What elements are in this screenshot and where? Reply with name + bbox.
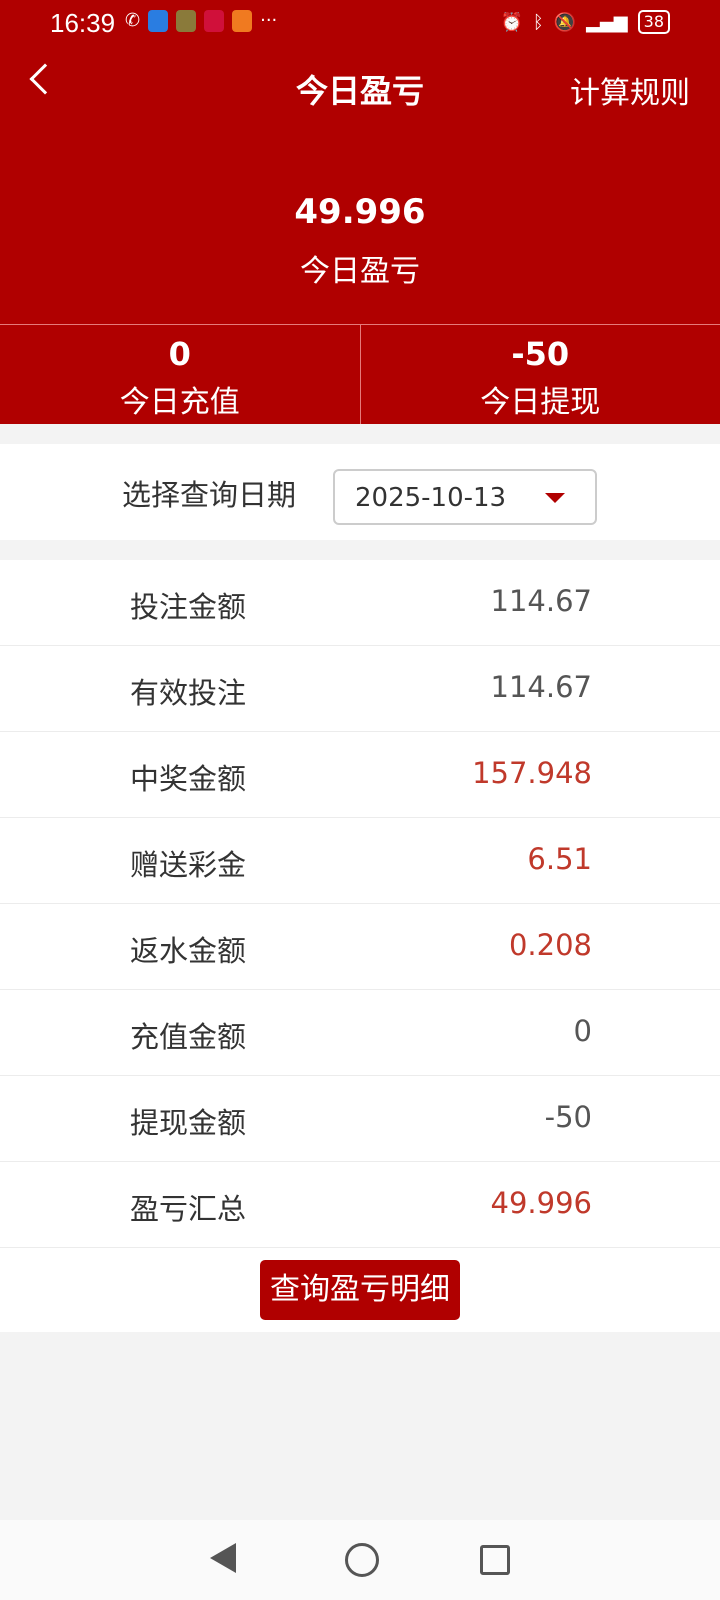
list-item: 投注金额 114.67: [0, 560, 720, 646]
item-label: 赠送彩金: [130, 848, 247, 882]
item-value: 6.51: [527, 842, 592, 876]
weather-app-icon: [148, 10, 169, 32]
page-title: 今日盈亏: [295, 72, 424, 110]
item-value: -50: [544, 1100, 592, 1134]
item-value: 0: [573, 1014, 592, 1048]
list-item: 赠送彩金 6.51: [0, 818, 720, 904]
list-item: 有效投注 114.67: [0, 646, 720, 732]
nav-home-icon[interactable]: [344, 1543, 379, 1577]
item-value: 114.67: [490, 584, 592, 618]
stat-label: 今日提现: [480, 385, 601, 420]
status-bar: 16:39 ✆ ··· ⏰ ᛒ 🔕 ▂▄▆ 38: [0, 0, 720, 46]
item-label: 充值金额: [130, 1020, 247, 1054]
calculation-rules-link[interactable]: 计算规则: [570, 76, 690, 111]
missed-call-icon: ✆: [125, 10, 141, 31]
list-item: 中奖金额 157.948: [0, 732, 720, 818]
signal-icon: ▂▄▆: [586, 11, 628, 33]
mute-icon: 🔕: [553, 11, 577, 33]
game-app-icon: [176, 10, 197, 32]
item-label: 中奖金额: [130, 762, 247, 796]
more-notifications: ···: [260, 10, 278, 31]
stat-deposit: 0 今日充值: [0, 325, 360, 424]
nav-recents-icon[interactable]: [479, 1545, 510, 1575]
today-profit-label: 今日盈亏: [300, 254, 420, 289]
stat-value: 0: [168, 335, 191, 373]
item-value: 49.996: [490, 1186, 592, 1220]
status-time: 16:39: [50, 8, 116, 38]
summary-list: 投注金额 114.67 有效投注 114.67 中奖金额 157.948 赠送彩金 6.51 返…: [0, 560, 720, 1248]
date-filter-label: 选择查询日期: [122, 478, 297, 512]
item-label: 提现金额: [130, 1106, 247, 1140]
date-select[interactable]: 2025-10-13: [333, 469, 597, 525]
list-item: 返水金额 0.208: [0, 904, 720, 990]
stats-row: 0 今日充值 -50 今日提现: [0, 324, 720, 424]
item-label: 盈亏汇总: [130, 1192, 247, 1226]
bluetooth-icon: ᛒ: [532, 11, 544, 33]
item-value: 157.948: [472, 756, 592, 790]
button-section: 查询盈亏明细: [0, 1248, 720, 1332]
nav-back-button[interactable]: [210, 1543, 244, 1577]
header: 今日盈亏 计算规则 49.996 今日盈亏: [0, 46, 720, 324]
caret-down-icon: [545, 493, 565, 503]
back-triangle-icon: [210, 1543, 237, 1573]
tmall-app-icon: [204, 10, 225, 32]
item-label: 返水金额: [130, 934, 247, 968]
date-value: 2025-10-13: [355, 483, 507, 513]
notification-icons: ✆ ···: [125, 10, 277, 32]
stat-value: -50: [511, 335, 570, 373]
stat-label: 今日充值: [119, 385, 240, 420]
list-item: 盈亏汇总 49.996: [0, 1162, 720, 1248]
system-icons: ⏰ ᛒ 🔕 ▂▄▆ 38: [500, 10, 670, 34]
query-detail-button[interactable]: 查询盈亏明细: [260, 1260, 460, 1320]
item-value: 114.67: [490, 670, 592, 704]
item-label: 有效投注: [130, 676, 247, 710]
navigation-bar: [0, 1520, 720, 1600]
item-label: 投注金额: [130, 590, 247, 624]
stat-withdraw: -50 今日提现: [359, 325, 720, 424]
list-item: 提现金额 -50: [0, 1076, 720, 1162]
item-value: 0.208: [508, 928, 592, 962]
alarm-icon: ⏰: [500, 11, 523, 33]
date-filter: 选择查询日期 2025-10-13: [0, 444, 720, 540]
app-icon: [232, 10, 253, 32]
list-item: 充值金额 0: [0, 990, 720, 1076]
battery-icon: 38: [637, 10, 670, 34]
today-profit-value: 49.996: [294, 192, 426, 232]
